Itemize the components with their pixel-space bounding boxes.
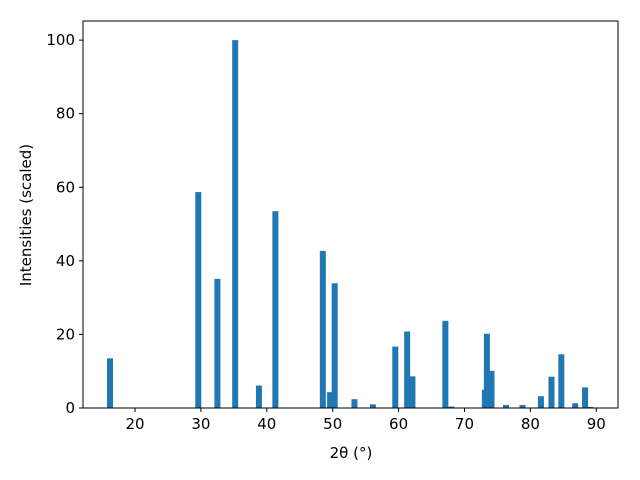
- bar: [369, 404, 376, 408]
- bar: [448, 406, 455, 408]
- bar: [232, 40, 239, 409]
- bar: [319, 250, 326, 408]
- x-axis-label: 2θ (°): [330, 444, 373, 462]
- x-tick-label: 70: [455, 415, 474, 433]
- bar: [392, 346, 399, 408]
- bar: [537, 396, 544, 408]
- x-tick-label: 50: [323, 415, 342, 433]
- bar: [214, 278, 221, 408]
- x-tick-label: 30: [191, 415, 210, 433]
- y-tick-label: 60: [56, 178, 75, 196]
- y-tick-label: 100: [46, 31, 75, 49]
- bar: [488, 370, 495, 408]
- bar: [483, 333, 490, 408]
- x-tick-label: 60: [389, 415, 408, 433]
- bar: [331, 283, 338, 408]
- bar: [558, 354, 565, 408]
- x-tick-label: 20: [126, 415, 145, 433]
- bar: [107, 358, 114, 408]
- y-tick-label: 40: [56, 252, 75, 270]
- x-tick-label: 80: [521, 415, 540, 433]
- bar: [272, 211, 279, 408]
- x-tick-label: 40: [257, 415, 276, 433]
- bar: [582, 387, 589, 408]
- bar: [572, 403, 579, 408]
- bar: [519, 405, 526, 408]
- bar: [442, 320, 449, 408]
- bar: [404, 331, 411, 408]
- x-tick-label: 90: [587, 415, 606, 433]
- bar: [502, 405, 509, 408]
- y-tick-label: 80: [56, 105, 75, 123]
- bar: [327, 392, 334, 408]
- bar: [409, 376, 416, 408]
- y-axis-label: Intensities (scaled): [17, 144, 35, 286]
- bar: [587, 406, 594, 408]
- y-tick-label: 0: [65, 399, 75, 417]
- bar: [548, 376, 555, 408]
- y-tick-label: 20: [56, 325, 75, 343]
- bar: [195, 192, 202, 408]
- bar: [255, 385, 262, 408]
- plot-frame: [82, 20, 619, 409]
- bar: [351, 399, 358, 408]
